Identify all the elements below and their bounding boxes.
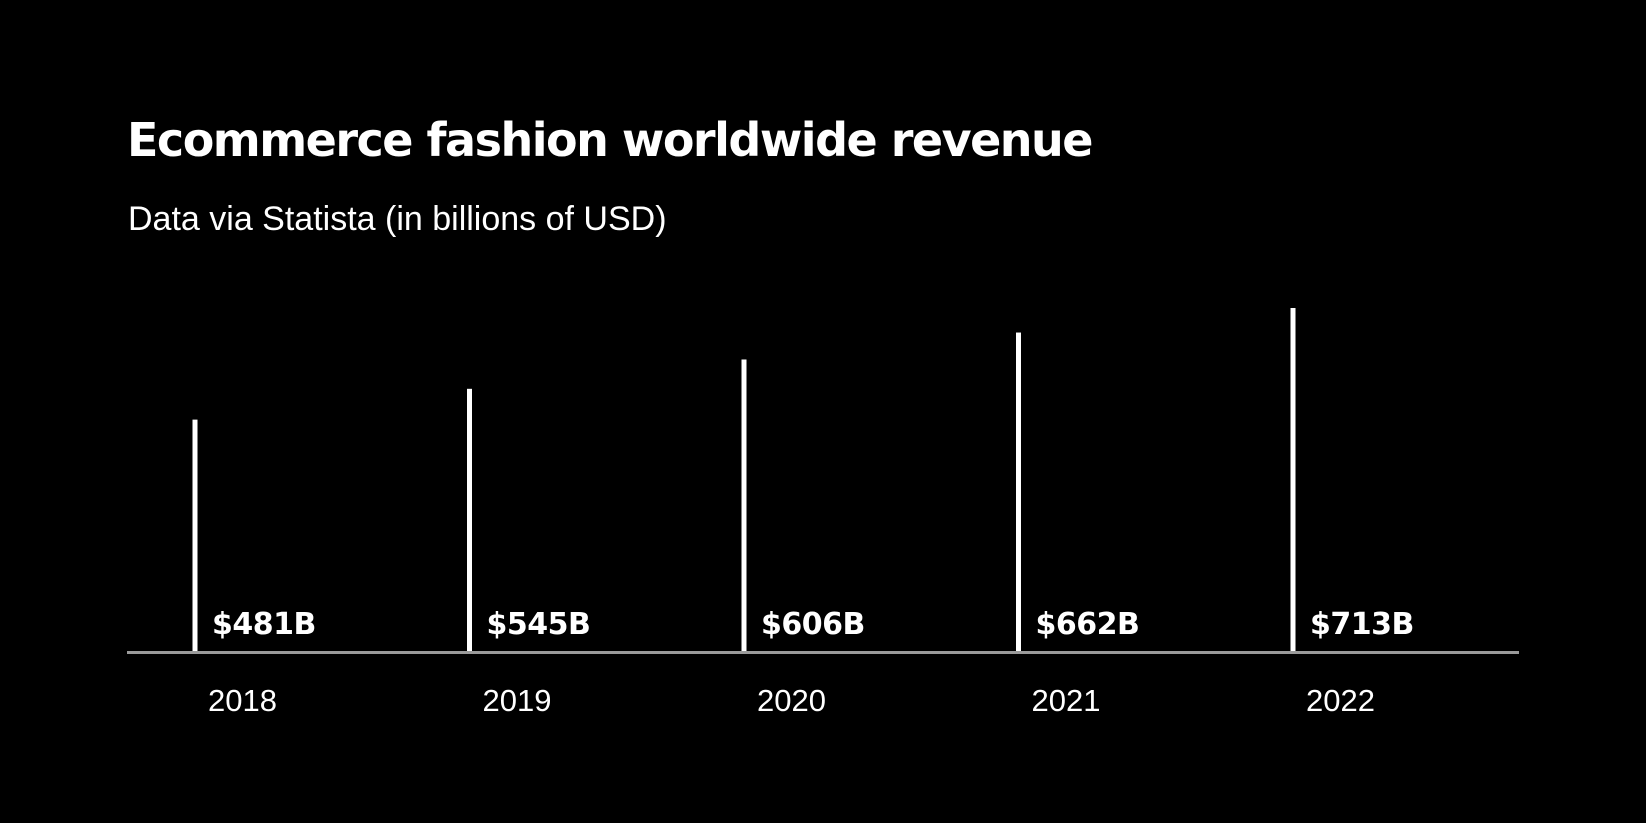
data-label-2020: $606B bbox=[761, 607, 865, 642]
data-label-2019: $545B bbox=[487, 607, 591, 642]
data-label-2021: $662B bbox=[1036, 607, 1140, 642]
chart-subtitle: Data via Statista (in billions of USD) bbox=[128, 200, 667, 238]
bar-2019 bbox=[467, 388, 472, 651]
bar-2022 bbox=[1290, 308, 1296, 651]
x-tick-label-2019: 2019 bbox=[483, 683, 552, 718]
bar-2021 bbox=[1016, 332, 1021, 651]
bar-2018 bbox=[192, 419, 198, 651]
bar-2020 bbox=[741, 359, 747, 651]
x-tick-label-2018: 2018 bbox=[208, 683, 277, 718]
data-label-2018: $481B bbox=[212, 607, 316, 642]
chart-title: Ecommerce fashion worldwide revenue bbox=[127, 113, 1093, 167]
data-label-2022: $713B bbox=[1310, 607, 1414, 642]
x-tick-label-2020: 2020 bbox=[757, 683, 826, 718]
x-tick-label-2021: 2021 bbox=[1032, 683, 1101, 718]
bars-group: $481B 2018 $545B 2019 $606B 2020 $662B 2021 $713… bbox=[192, 308, 1414, 718]
x-tick-label-2022: 2022 bbox=[1306, 683, 1375, 718]
